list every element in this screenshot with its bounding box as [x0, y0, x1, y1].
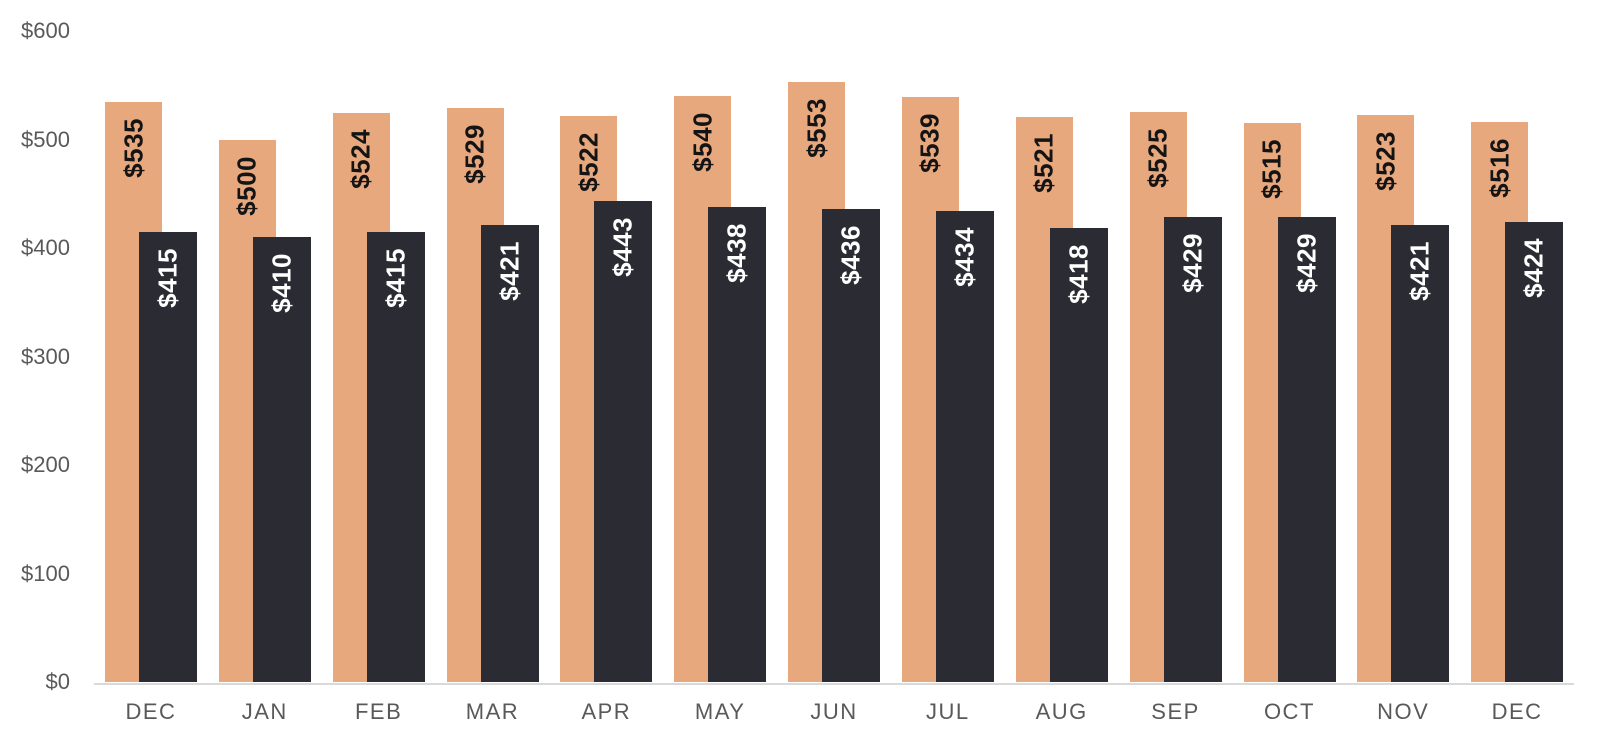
- dark-series-bar: $418: [1049, 228, 1108, 682]
- y-axis-tick-label: $500: [21, 126, 70, 152]
- x-axis-category-label: DEC: [125, 699, 177, 724]
- dark-series-bar: $436: [822, 208, 881, 682]
- peach-series-value-label: $553: [801, 97, 832, 158]
- x-axis-category-label: APR: [581, 699, 632, 724]
- peach-series-value-label: $535: [118, 117, 148, 178]
- dark-series-bar: $438: [708, 206, 767, 682]
- peach-series-value-label: $500: [231, 155, 262, 216]
- x-axis-category-label: DEC: [1491, 699, 1543, 724]
- x-axis-category-label: MAR: [465, 699, 520, 724]
- dark-series-value-label: $415: [380, 247, 411, 308]
- dark-series-value-label: $434: [949, 227, 980, 287]
- peach-series-value-label: $524: [345, 129, 376, 190]
- x-axis-category-label: NOV: [1377, 699, 1430, 724]
- x-axis-category-label: MAY: [694, 699, 746, 724]
- y-axis-tick-label: $400: [21, 235, 70, 260]
- x-axis-category-label: OCT: [1263, 699, 1315, 724]
- dark-series-bar: $421: [480, 225, 539, 682]
- peach-series-value-label: $521: [1028, 132, 1059, 193]
- dark-series-value-label: $421: [1404, 241, 1435, 302]
- dark-series-value-label: $410: [266, 253, 297, 313]
- peach-series-value-label: $523: [1370, 130, 1401, 191]
- dark-series-bar: $429: [1163, 216, 1222, 682]
- dark-series-bar: $415: [366, 231, 425, 682]
- peach-series-value-label: $522: [573, 131, 604, 192]
- x-axis-category-label: FEB: [354, 699, 403, 724]
- dark-series-bar: $424: [1505, 221, 1564, 682]
- dark-series-value-label: $429: [1291, 232, 1321, 293]
- peach-series-value-label: $516: [1484, 138, 1515, 198]
- dark-series-value-label: $429: [1177, 232, 1208, 293]
- dark-series-bar: $421: [1391, 225, 1450, 682]
- dark-series-bar: $429: [1277, 216, 1336, 682]
- y-axis-tick-label: $300: [21, 343, 70, 369]
- dark-series-value-label: $415: [152, 247, 183, 308]
- x-axis-category-label: SEP: [1151, 699, 1200, 724]
- dark-series-bar: $410: [252, 237, 311, 682]
- x-axis-line: [94, 683, 1575, 685]
- dark-series-value-label: $421: [494, 241, 525, 302]
- dark-series-bar: $443: [594, 201, 653, 682]
- x-axis-category-label: AUG: [1035, 699, 1088, 724]
- y-axis-tick-label: $600: [21, 18, 70, 43]
- dark-series-value-label: $443: [607, 217, 638, 278]
- dark-series-value-label: $424: [1518, 237, 1549, 298]
- x-axis-category-label: JUN: [810, 699, 858, 724]
- peach-series-value-label: $525: [1142, 128, 1173, 189]
- y-axis-tick-label: $0: [45, 669, 70, 694]
- dark-series-value-label: $438: [721, 222, 752, 283]
- y-axis-tick-label: $100: [21, 560, 70, 586]
- peach-series-value-label: $540: [687, 112, 718, 172]
- dark-series-value-label: $436: [835, 224, 866, 285]
- peach-series-value-label: $529: [459, 124, 490, 184]
- dark-series-bar: $434: [935, 211, 994, 682]
- y-axis-tick-label: $200: [21, 452, 70, 477]
- peach-series-value-label: $515: [1256, 139, 1287, 200]
- x-axis-category-label: JUL: [926, 699, 970, 724]
- dark-series-value-label: $418: [1063, 244, 1094, 305]
- dark-series-bar: $415: [139, 231, 197, 682]
- peach-series-value-label: $539: [914, 113, 945, 174]
- x-axis-category-label: JAN: [241, 699, 288, 724]
